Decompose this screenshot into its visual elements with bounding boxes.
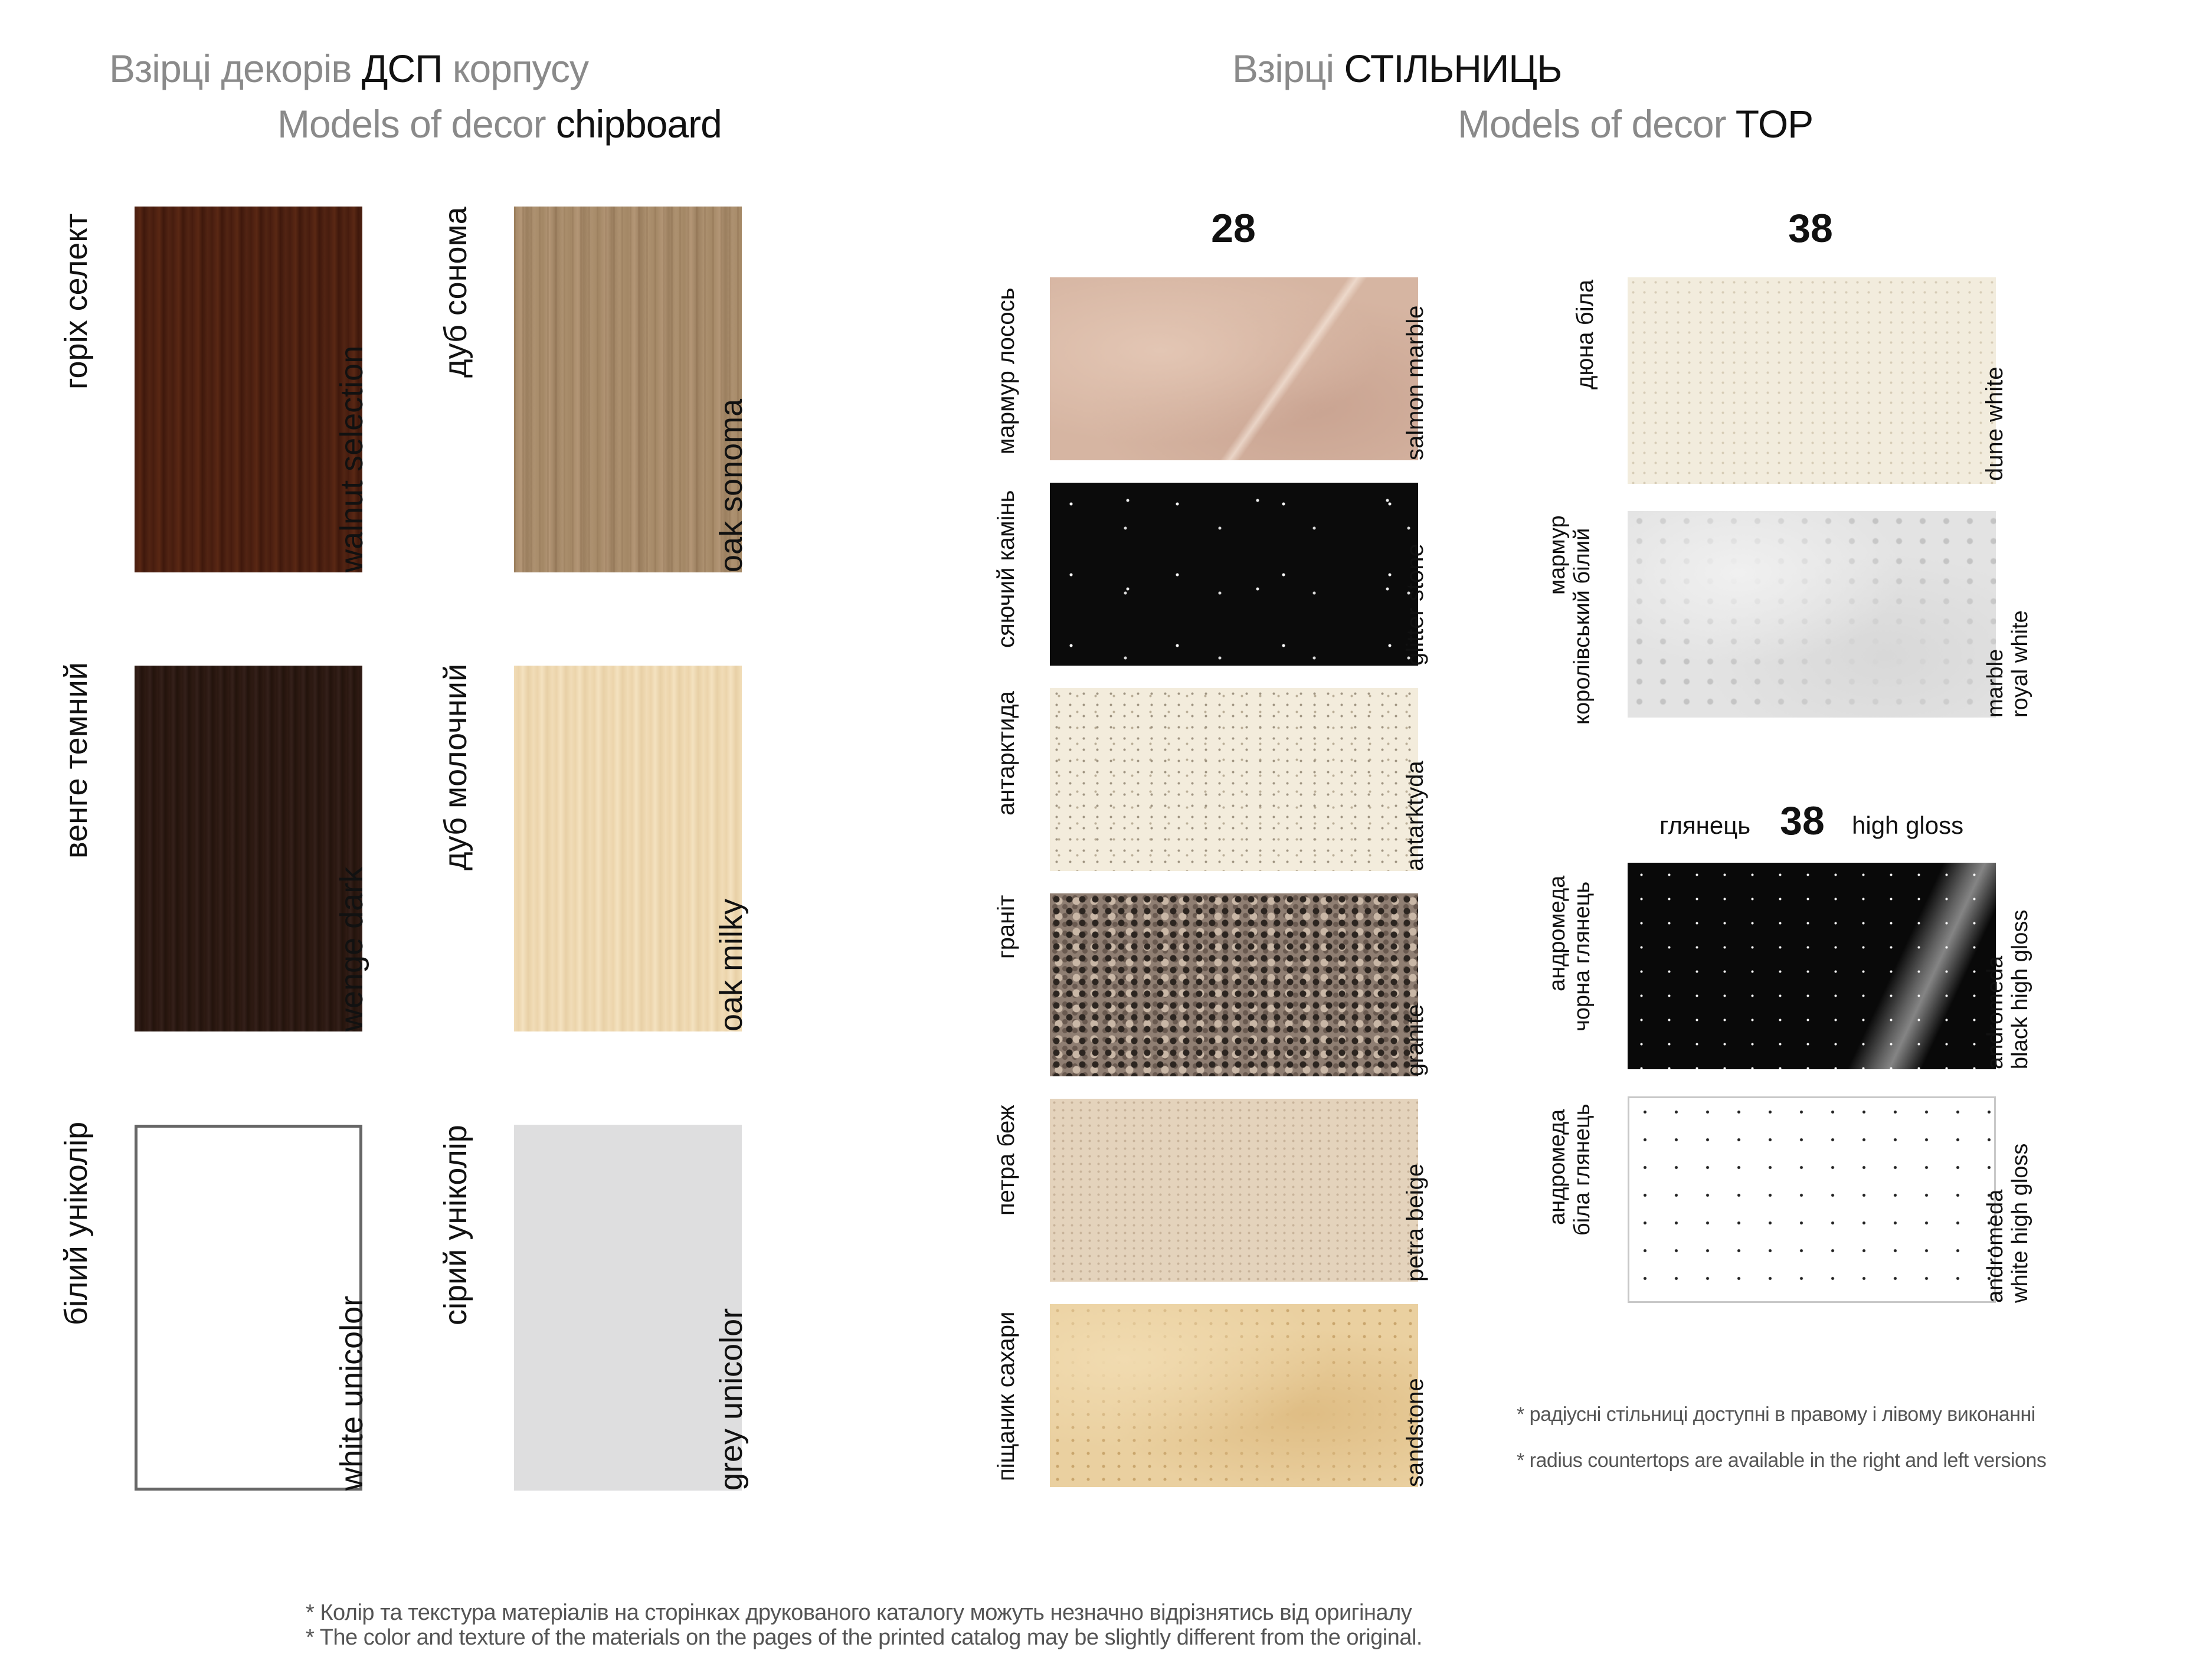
swatch-petra-beige xyxy=(1050,1099,1418,1282)
swatch-salmon-marble xyxy=(1050,277,1418,460)
top28-label-ua-4: граніт xyxy=(993,895,1019,959)
swatch-granite xyxy=(1050,893,1418,1076)
gloss-label-ua-2b: біла глянець xyxy=(1570,1103,1595,1236)
swatch-sandstone xyxy=(1050,1304,1418,1487)
header-bold-text: TOP xyxy=(1735,102,1814,146)
header-text: Взірці xyxy=(1232,47,1344,90)
gloss-label-ua-2a: андромеда xyxy=(1545,1109,1570,1225)
top28-label-ua-2: сяючий камінь xyxy=(993,490,1019,648)
gloss-label-en-2a: andromeda xyxy=(1983,1189,2008,1303)
swatch-marble-royal-white xyxy=(1628,511,1996,718)
header-text: Models of decor xyxy=(1458,102,1736,146)
swatch-white-unicolor xyxy=(135,1125,362,1491)
swatch-antarktyda xyxy=(1050,688,1418,871)
swatch-wenge-dark xyxy=(135,666,362,1031)
header-text: корпусу xyxy=(442,47,589,90)
top28-label-en-5: petra beige xyxy=(1402,1163,1428,1282)
gloss-en-label: high gloss xyxy=(1852,811,1964,839)
radius-note-en: * radius countertops are available in th… xyxy=(1517,1449,2047,1472)
right-header-line-2: Models of decor TOP xyxy=(1458,101,1814,146)
chip-label-en-2: oak sonoma xyxy=(713,398,749,572)
top38-label-en-1: dune white xyxy=(1982,366,2008,481)
gloss-label-ua-1a: андромеда xyxy=(1545,875,1570,991)
chip-label-ua-6: сірий уніколір xyxy=(438,1125,473,1325)
thickness-28: 28 xyxy=(1211,206,1256,251)
chip-label-ua-3: венге темний xyxy=(58,662,94,859)
top28-label-en-2: glitter stone xyxy=(1402,543,1428,666)
chip-label-en-1: walnut selection xyxy=(334,345,369,572)
top38-label-ua-2a: мармур xyxy=(1545,515,1570,595)
header-bold-text: ДСП xyxy=(361,47,443,90)
top28-label-en-3: antarktyda xyxy=(1402,761,1428,871)
swatch-dune-white xyxy=(1628,277,1996,484)
top28-label-ua-5: петра беж xyxy=(993,1105,1019,1216)
header-bold-text: chipboard xyxy=(555,102,722,146)
top38-label-ua-1: дюна біла xyxy=(1572,279,1598,389)
top28-label-en-6: sandstone xyxy=(1402,1378,1428,1487)
gloss-ua-label: глянець xyxy=(1659,811,1751,839)
left-header-line-2: Models of decor chipboard xyxy=(277,101,722,146)
chip-label-en-5: white unicolor xyxy=(334,1295,369,1491)
chip-label-ua-4: дуб молочний xyxy=(438,663,473,870)
header-text: Взірці декорів xyxy=(109,47,362,90)
gloss-label-ua-1b: чорна глянець xyxy=(1570,881,1595,1031)
chip-label-en-3: wenge dark xyxy=(334,866,369,1031)
thickness-38: 38 xyxy=(1788,206,1833,251)
swatch-oak-sonoma xyxy=(514,207,742,572)
footer-note-ua: * Колір та текстура матеріалів на сторін… xyxy=(306,1600,1412,1625)
top38-label-en-2a: marble xyxy=(1983,649,2008,718)
top38-label-en-2b: royal white xyxy=(2008,610,2032,718)
top28-label-ua-1: мармур лосось xyxy=(993,287,1019,454)
chip-label-ua-5: білий уніколір xyxy=(58,1121,94,1325)
header-text: Models of decor xyxy=(277,102,556,146)
header-bold-text: СТІЛЬНИЦЬ xyxy=(1344,47,1562,90)
gloss-label-en-1b: black high gloss xyxy=(2008,909,2032,1069)
radius-note-ua: * радіусні стільниці доступні в правому … xyxy=(1517,1403,2035,1426)
swatch-grey-unicolor xyxy=(514,1125,742,1491)
chip-label-ua-2: дуб сонома xyxy=(438,207,473,378)
top28-label-ua-3: антарктида xyxy=(993,691,1019,816)
footer-note-en: * The color and texture of the materials… xyxy=(306,1625,1423,1650)
gloss-label-en-2b: white high gloss xyxy=(2008,1143,2032,1303)
top28-label-en-4: granite xyxy=(1402,1004,1428,1076)
swatch-andromeda-white-high-gloss xyxy=(1628,1096,1996,1303)
swatch-andromeda-black-high-gloss xyxy=(1628,863,1996,1069)
swatch-walnut-selection xyxy=(135,207,362,572)
chip-label-en-6: grey unicolor xyxy=(713,1308,749,1491)
top28-label-en-1: salmon marble xyxy=(1402,305,1428,460)
swatch-oak-milky xyxy=(514,666,742,1031)
top28-label-ua-6: піщаник сахари xyxy=(993,1311,1019,1481)
top38-label-ua-2b: королівський білий xyxy=(1570,528,1595,725)
gloss-label-en-1a: andromeda xyxy=(1983,955,2008,1069)
gloss-thickness-38: 38 xyxy=(1780,798,1825,843)
chip-label-ua-1: горіх селект xyxy=(58,213,94,389)
right-header-line-1: Взірці СТІЛЬНИЦЬ xyxy=(1232,46,1562,91)
swatch-glitter-stone xyxy=(1050,483,1418,666)
chip-label-en-4: oak milky xyxy=(713,898,749,1031)
left-header-line-1: Взірці декорів ДСП корпусу xyxy=(109,46,589,91)
